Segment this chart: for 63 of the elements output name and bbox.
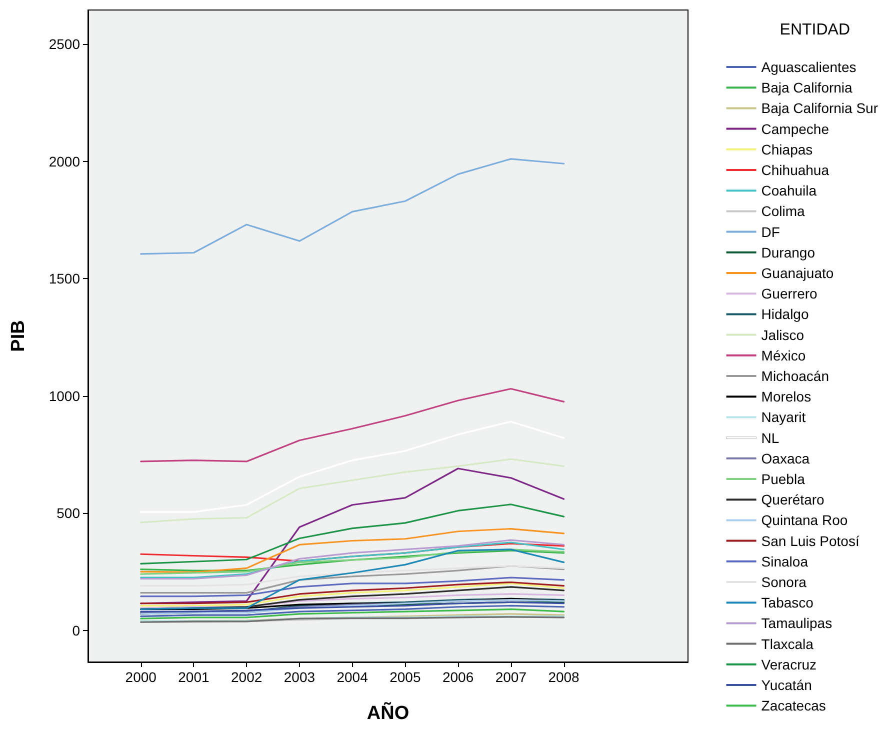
line-series — [140, 604, 565, 618]
legend-label: Baja California — [761, 80, 853, 96]
legend-label: Oaxaca — [761, 450, 810, 466]
legend-label: Nayarit — [761, 409, 806, 426]
line-series — [140, 548, 565, 610]
y-axis-title: PIB — [8, 320, 29, 352]
legend-label: Querétaro — [761, 492, 825, 508]
line-series — [140, 576, 565, 598]
x-tick-label: 2003 — [284, 669, 316, 685]
line-series — [140, 608, 565, 620]
legend-label: Michoacán — [761, 368, 829, 384]
x-axis-title: AÑO — [366, 702, 410, 724]
x-tick-label: 2008 — [548, 669, 580, 685]
legend-label: México — [761, 347, 806, 364]
x-tick-label: 2000 — [125, 669, 157, 685]
legend-label: Tlaxcala — [761, 636, 814, 652]
legend-label: Puebla — [761, 471, 806, 487]
legend-label: Colima — [761, 203, 806, 220]
y-tick-label: 0 — [72, 622, 80, 638]
legend-label: San Luis Potosí — [761, 532, 860, 549]
line-series — [140, 388, 565, 462]
legend-label: Zacatecas — [761, 698, 826, 714]
legend-label: Hidalgo — [761, 306, 809, 322]
legend-label: Durango — [761, 244, 816, 260]
legend-label: NL — [761, 430, 780, 446]
y-tick-label: 2500 — [48, 36, 80, 52]
y-tick-label: 1500 — [48, 270, 80, 287]
legend-label: Baja California Sur — [761, 100, 878, 116]
line-series — [140, 565, 565, 594]
legend-label: Chiapas — [761, 141, 813, 158]
line-series — [140, 565, 565, 587]
x-tick-label: 2006 — [442, 669, 474, 685]
y-tick-label: 500 — [56, 505, 80, 522]
y-tick-label: 1000 — [48, 388, 80, 404]
x-tick-label: 2002 — [231, 669, 262, 685]
legend-label: Yucatán — [761, 677, 812, 693]
x-tick-label: 2004 — [336, 669, 368, 685]
x-tick-label: 2001 — [178, 669, 210, 685]
line-series — [140, 158, 565, 255]
legend-label: Tamaulipas — [761, 615, 832, 632]
legend-label: Tabasco — [761, 594, 814, 611]
legend-label: Veracruz — [761, 656, 817, 672]
line-series — [140, 504, 565, 565]
legend-label: Sinaloa — [761, 553, 808, 570]
line-series — [140, 528, 565, 573]
legend-label: Jalisco — [761, 326, 804, 343]
legend-label: Chihuahua — [761, 162, 830, 178]
legend-label: Guerrero — [761, 286, 818, 302]
legend-label: Sonora — [761, 574, 807, 590]
legend-label: Quintana Roo — [761, 512, 848, 528]
legend-label: Guanajuato — [761, 265, 834, 281]
y-tick-label: 2000 — [48, 153, 80, 170]
legend-label: DF — [761, 224, 780, 240]
legend-label: Campeche — [761, 120, 830, 137]
line-series — [140, 420, 565, 513]
line-series — [140, 593, 565, 609]
legend-title: ENTIDAD — [780, 22, 850, 38]
legend-label: Morelos — [761, 388, 812, 405]
x-tick-label: 2005 — [390, 669, 421, 685]
legend-label: Aguascalientes — [761, 59, 856, 75]
line-series — [140, 458, 565, 524]
legend-label: Coahuila — [761, 182, 817, 199]
x-tick-label: 2007 — [495, 669, 527, 685]
